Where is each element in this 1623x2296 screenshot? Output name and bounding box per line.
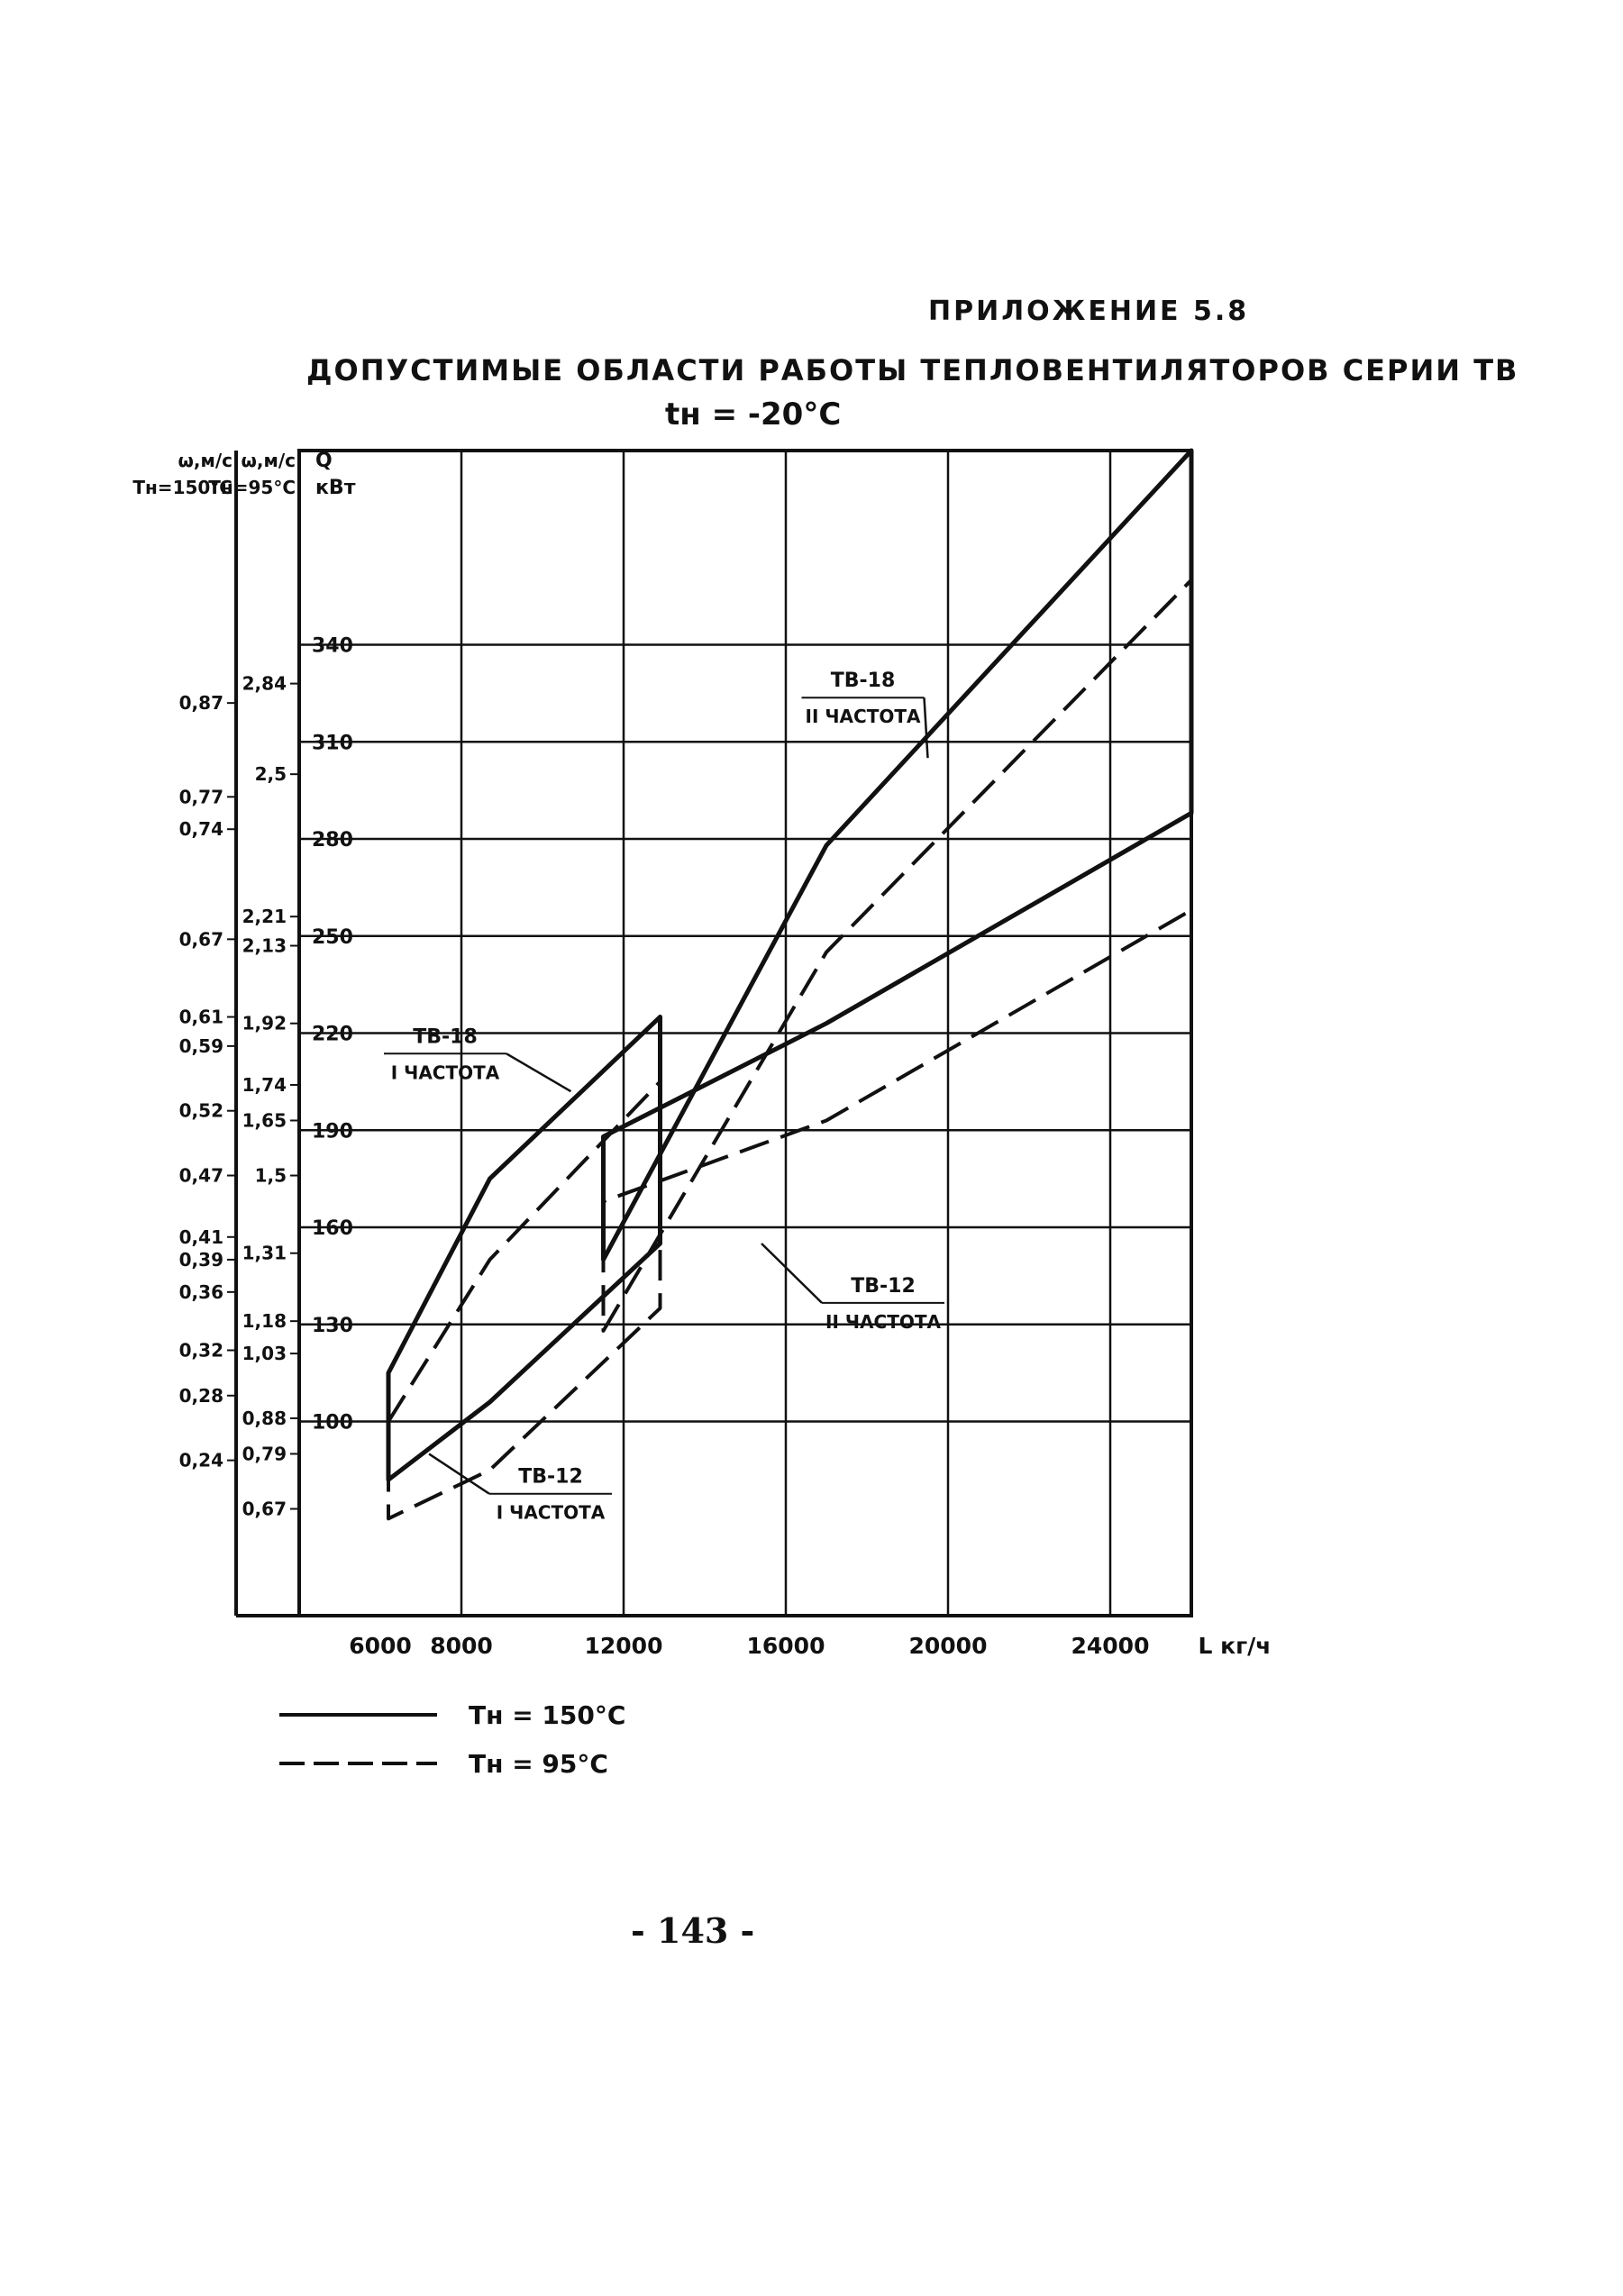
w95-tick-label: 1,92 xyxy=(242,1013,287,1034)
w95-axis-label: Тн=95°С xyxy=(208,477,296,498)
w95-tick-label: 0,67 xyxy=(242,1498,287,1519)
w95-tick-label: 2,84 xyxy=(242,673,287,695)
region-1-solid-polygon xyxy=(601,448,1194,1262)
q-axis-label: Q xyxy=(315,450,333,472)
w150-tick-label: 0,39 xyxy=(179,1249,223,1271)
w150-tick-label: 0,87 xyxy=(179,692,223,714)
w150-tick-label: 0,74 xyxy=(179,818,223,840)
q-tick-label: 190 xyxy=(312,1120,353,1143)
chart-legend: Тн = 150°С Тн = 95°С xyxy=(279,1700,625,1779)
chart-subtitle: tн = -20°C xyxy=(665,396,842,433)
w95-tick-label: 1,03 xyxy=(242,1343,287,1364)
chart-title: ДОПУСТИМЫЕ ОБЛАСТИ РАБОТЫ ТЕПЛОВЕНТИЛЯТО… xyxy=(306,353,1519,387)
q-tick-label: 340 xyxy=(312,635,353,658)
w150-axis-label: Тн=150°С xyxy=(132,477,233,498)
w95-tick-label: 1,74 xyxy=(242,1074,287,1096)
w95-tick-label: 1,31 xyxy=(242,1243,287,1264)
q-tick-label: 310 xyxy=(312,732,353,754)
q-tick-label: 250 xyxy=(312,926,353,949)
w150-tick-label: 0,28 xyxy=(179,1385,223,1407)
w150-tick-label: 0,77 xyxy=(179,786,223,807)
q-axis-label: кВт xyxy=(315,477,356,499)
chart-annotations: ТВ-18 II ЧАСТОТА ТВ-18 I ЧАСТОТА ТВ-12 II ЧАС… xyxy=(384,670,944,1524)
w95-tick-label: 2,5 xyxy=(255,763,287,785)
q-tick-label: 100 xyxy=(312,1412,353,1435)
w95-tick-label: 0,79 xyxy=(242,1443,287,1464)
q-tick-label: 280 xyxy=(312,829,353,852)
x-tick-label: 16000 xyxy=(747,1633,825,1659)
region-0-dashed-polygon xyxy=(387,1080,662,1521)
w95-tick-label: 1,18 xyxy=(242,1310,287,1332)
w95-tick-label: 0,88 xyxy=(242,1408,287,1429)
appendix-label: ПРИЛОЖЕНИЕ 5.8 xyxy=(928,296,1250,327)
annotation-model-label: ТВ-18 xyxy=(831,670,896,692)
annotation-mode-label: I ЧАСТОТА xyxy=(497,1502,606,1524)
annotation-leader-line xyxy=(923,697,929,759)
w95-tick-label: 2,21 xyxy=(242,906,287,927)
w95-tick-label: 1,5 xyxy=(255,1165,287,1187)
region-0-solid-polygon xyxy=(386,1015,662,1482)
page-number: - 143 - xyxy=(631,1910,755,1951)
w150-axis-label: ω,м/с xyxy=(178,450,233,471)
chart-grid xyxy=(299,451,1191,1616)
w150-tick-label: 0,67 xyxy=(179,928,223,950)
x-tick-label: 12000 xyxy=(585,1633,663,1659)
w150-tick-label: 0,59 xyxy=(179,1035,223,1057)
q-tick-label: 220 xyxy=(312,1024,353,1046)
w150-tick-label: 0,61 xyxy=(179,1007,223,1028)
w150-tick-label: 0,41 xyxy=(179,1226,223,1248)
region-1-dashed-polygon xyxy=(601,578,1193,1333)
annotation-mode-label: I ЧАСТОТА xyxy=(391,1061,500,1083)
w150-tick-label: 0,52 xyxy=(179,1100,223,1122)
x-tick-label: L кг/ч xyxy=(1199,1633,1272,1659)
annotation-leader-line xyxy=(761,1243,823,1304)
w150-tick-label: 0,32 xyxy=(179,1339,223,1361)
annotation-leader-line xyxy=(506,1052,572,1093)
annotation-mode-label: II ЧАСТОТА xyxy=(825,1311,941,1333)
chart-regions xyxy=(386,448,1194,1521)
w150-tick-label: 0,36 xyxy=(179,1281,223,1303)
x-tick-label: 24000 xyxy=(1071,1633,1150,1659)
legend-label: Тн = 150°С xyxy=(469,1700,625,1730)
annotation-leader-line xyxy=(428,1453,490,1495)
annotation-model-label: ТВ-18 xyxy=(413,1025,478,1048)
q-tick-label: 160 xyxy=(312,1217,353,1240)
x-tick-label: 20000 xyxy=(909,1633,988,1659)
x-tick-label: 6000 xyxy=(349,1633,412,1659)
w150-tick-label: 0,24 xyxy=(179,1450,223,1471)
legend-label: Тн = 95°С xyxy=(469,1749,608,1779)
x-tick-label: 8000 xyxy=(430,1633,493,1659)
annotation-model-label: ТВ-12 xyxy=(851,1275,916,1298)
q-tick-label: 130 xyxy=(312,1315,353,1337)
w150-tick-label: 0,47 xyxy=(179,1165,223,1187)
annotation-mode-label: II ЧАСТОТА xyxy=(806,706,921,727)
w95-tick-label: 2,13 xyxy=(242,935,287,957)
w95-axis-label: ω,м/с xyxy=(242,450,296,471)
annotation-model-label: ТВ-12 xyxy=(518,1466,583,1489)
w95-tick-label: 1,65 xyxy=(242,1109,287,1131)
